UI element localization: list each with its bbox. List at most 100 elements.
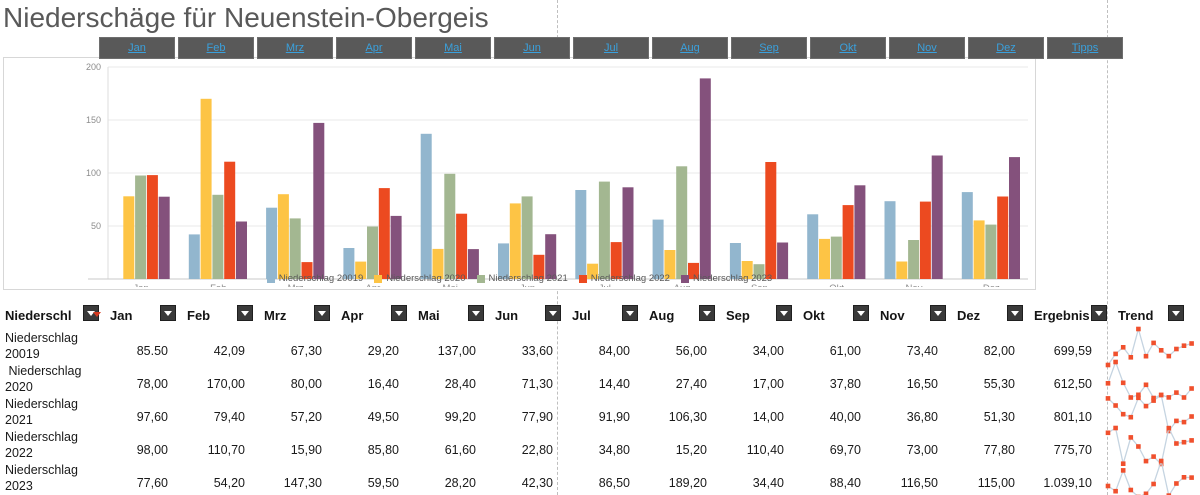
value-cell: 801,10: [1053, 410, 1092, 424]
value-cell: 28,20: [444, 476, 476, 490]
bar-jul-2021: [598, 181, 610, 279]
sparkline-marker: [1158, 458, 1164, 464]
filter-dropdown-jul[interactable]: [622, 305, 638, 321]
y-tick-label: 50: [91, 221, 101, 231]
filter-dropdown-mai[interactable]: [468, 305, 484, 321]
filter-dropdown-jan[interactable]: [160, 305, 176, 321]
column-header-niederschl: Niederschl: [0, 303, 101, 330]
page-title: Niederschäge für Neuenstein-Obergeis: [3, 2, 489, 33]
sparkline-marker: [1151, 454, 1156, 459]
column-header-mai: Mai: [408, 303, 485, 330]
sparkline-marker: [1120, 468, 1126, 473]
sparkline-marker: [1113, 425, 1118, 431]
tab-jun[interactable]: Jun: [494, 37, 570, 59]
tab-okt[interactable]: Okt: [810, 37, 886, 59]
tab-mai[interactable]: Mai: [415, 37, 491, 59]
value-cell: 73,00: [906, 443, 938, 457]
filter-dropdown-mrz[interactable]: [314, 305, 330, 321]
value-cell: 82,00: [983, 344, 1015, 358]
bar-sep-2019: [729, 243, 741, 279]
filter-dropdown-feb[interactable]: [237, 305, 253, 321]
tab-link-aug[interactable]: Aug: [680, 42, 700, 54]
x-tick-label: Jul: [599, 283, 611, 287]
bar-mrz-2021: [289, 218, 301, 279]
tab-sep[interactable]: Sep: [731, 37, 807, 59]
filter-dropdown-ergebnis[interactable]: [1091, 305, 1107, 321]
sparkline-marker: [1113, 351, 1118, 357]
chart-canvas: 50 100 150 200 Jan Feb Mrz Apr Mai Jun Jul Aug Sep Ok…: [86, 62, 1028, 294]
sparkline-marker: [1181, 419, 1187, 425]
tab-link-feb[interactable]: Feb: [206, 42, 226, 54]
tab-mrz[interactable]: Mrz: [257, 37, 333, 59]
tab-dez[interactable]: Dez: [968, 37, 1044, 59]
column-header-sep: Sep: [716, 303, 793, 330]
tab-feb[interactable]: Feb: [178, 37, 254, 59]
tab-apr[interactable]: Apr: [336, 37, 412, 59]
bar-dez-2021: [985, 224, 997, 279]
tab-link-dez[interactable]: Dez: [996, 42, 1016, 54]
filter-dropdown-nov[interactable]: [930, 305, 946, 321]
tab-link-apr[interactable]: Apr: [365, 42, 383, 54]
filter-dropdown-aug[interactable]: [699, 305, 715, 321]
trend-sparkline: [1105, 392, 1194, 434]
tab-link-mrz[interactable]: Mrz: [285, 42, 305, 54]
tab-link-nov[interactable]: Nov: [917, 42, 937, 54]
column-header-label: Sep: [726, 308, 750, 323]
value-cell: 106,30: [668, 410, 707, 424]
tab-link-jul[interactable]: Jul: [603, 42, 619, 54]
caret-down-icon: [549, 310, 557, 316]
sparkline-marker: [1128, 395, 1134, 400]
sparkline-marker: [1105, 483, 1111, 489]
tab-tipps[interactable]: Tipps: [1047, 37, 1123, 59]
filter-dropdown-sep[interactable]: [776, 305, 792, 321]
bar-feb-2022: [224, 161, 236, 279]
column-header-mrz: Mrz: [254, 303, 331, 330]
tab-link-jun[interactable]: Jun: [523, 42, 541, 54]
filter-dropdown-niederschl[interactable]: [83, 305, 101, 321]
filter-dropdown-jun[interactable]: [545, 305, 561, 321]
tab-link-sep[interactable]: Sep: [759, 42, 779, 54]
caret-down-icon: [164, 310, 172, 316]
filter-dropdown-okt[interactable]: [853, 305, 869, 321]
tab-aug[interactable]: Aug: [652, 37, 728, 59]
value-cell: 170,00: [206, 377, 245, 391]
rainfall-bar-chart: 50 100 150 200 Jan Feb Mrz Apr Mai Jun Jul Aug Sep Ok…: [3, 57, 1036, 294]
bar-aug-2022: [688, 262, 699, 279]
caret-down-icon: [780, 310, 788, 316]
tab-link-jan[interactable]: Jan: [128, 42, 146, 54]
filter-dropdown-dez[interactable]: [1007, 305, 1023, 321]
sparkline-marker: [1181, 439, 1187, 445]
sparkline-marker: [1158, 348, 1164, 353]
value-cell: 98,00: [136, 443, 168, 457]
tab-link-tipps[interactable]: Tipps: [1071, 42, 1099, 54]
value-cell: 79,40: [213, 410, 245, 424]
bar-aug-2023: [699, 78, 711, 280]
x-tick-label: Feb: [210, 283, 226, 287]
filter-dropdown-apr[interactable]: [391, 305, 407, 321]
value-cell: 49,50: [367, 410, 399, 424]
month-tab-bar: Jan Feb Mrz Apr Mai Jun Jul Aug Sep Okt Nov Dez Tipp…: [99, 37, 1123, 59]
value-cell: 80,00: [290, 377, 322, 391]
caret-down-icon: [318, 310, 326, 316]
sparkline-marker: [1136, 326, 1141, 332]
bar-jan-2022: [146, 175, 158, 279]
bar-mai-2019: [420, 133, 432, 279]
value-cell: 37,80: [829, 377, 861, 391]
caret-down-icon: [857, 310, 865, 316]
tab-link-mai[interactable]: Mai: [444, 42, 462, 54]
value-cell: 612,50: [1053, 377, 1092, 391]
caret-down-icon: [395, 310, 403, 316]
tab-link-okt[interactable]: Okt: [839, 42, 857, 54]
sparkline-marker: [1128, 414, 1134, 420]
tab-jul[interactable]: Jul: [573, 37, 649, 59]
column-header-label: Jan: [110, 308, 133, 323]
value-cell: 84,00: [598, 344, 630, 358]
tab-jan[interactable]: Jan: [99, 37, 175, 59]
sparkline-marker: [1105, 381, 1111, 386]
table-row: Niederschlag 2020 78,00 170,00 80,00 16,40 28…: [0, 359, 1200, 401]
value-cell: 69,70: [829, 443, 861, 457]
tab-nov[interactable]: Nov: [889, 37, 965, 59]
filter-dropdown-trend[interactable]: [1168, 305, 1184, 321]
sparkline-marker: [1181, 395, 1187, 400]
bar-jun-2023: [545, 234, 557, 279]
